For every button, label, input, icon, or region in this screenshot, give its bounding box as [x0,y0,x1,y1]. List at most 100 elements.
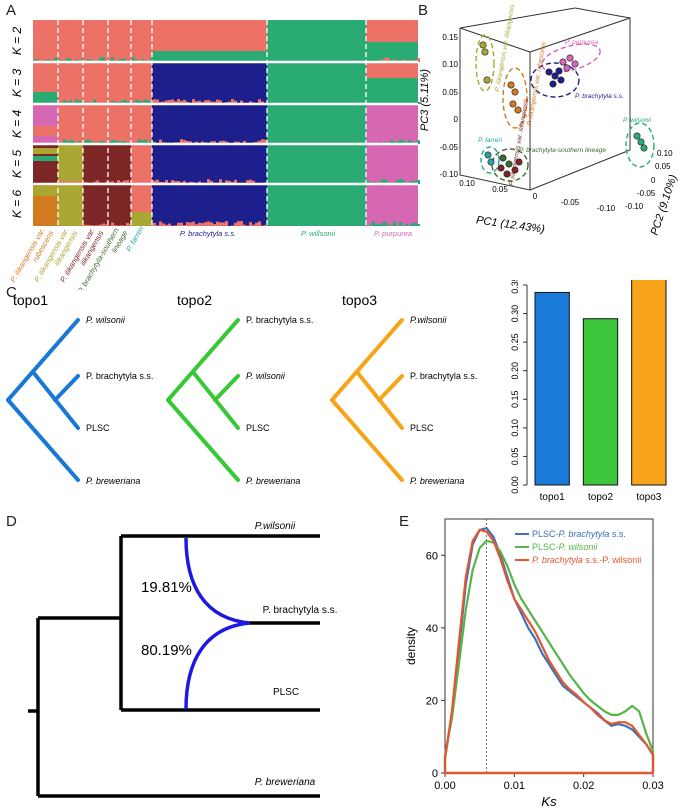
admixture-segment [285,141,288,144]
bar-y-tick-label: 0.00 [510,476,520,494]
admixture-segment [33,126,58,136]
admixture-segment [417,140,420,144]
admixture-segment [366,78,418,104]
admixture-segment [288,101,291,104]
group-label: P. brachytyla s.s. [180,229,236,238]
admixture-segment [312,139,315,144]
cluster-ellipse-brachytyla [530,62,580,98]
admixture-segment [321,140,324,144]
cluster-label: P. farreri [478,137,503,144]
admixture-segment [318,57,321,62]
pca-point [514,106,522,114]
admixture-segment [342,181,345,184]
cluster-label: P. wilsonii [623,117,652,124]
admixture-segment [66,140,69,144]
bar-category-label: topo3 [636,492,661,503]
bar-topo2 [582,318,619,486]
topo2-tree [166,318,240,482]
admixture-segment [132,57,135,62]
introgression-edges [184,537,251,710]
admixture-segment [58,200,83,226]
admixture-segment [153,222,156,226]
admixture-segment [201,223,204,226]
admixture-segment [234,100,237,104]
bar-y-tick-label: 0.30 [510,305,520,323]
admixture-segment [402,180,405,184]
admixture-segment [282,221,285,226]
admixture-segment [393,221,396,226]
admixture-segment [33,156,58,161]
admixture-segment [336,181,339,184]
admixture-segment [58,20,83,62]
admixture-segment [273,225,276,226]
admixture-segment [375,224,378,226]
density-series-0 [443,526,655,773]
admixture-segment [318,179,321,184]
admixture-segment [105,224,108,226]
admixture-segment [387,57,390,62]
admixture-segment [165,100,168,104]
admixture-segment [153,180,156,184]
admixture-segment [357,58,360,62]
admixture-segment [108,184,131,226]
admixture-segment [102,57,105,62]
admixture-segment [381,59,384,62]
admixture-segment [126,223,129,226]
admixture-segment [83,62,108,104]
admixture-segment [123,99,126,104]
admixture-segment [351,141,354,144]
admixture-segment [72,140,75,144]
admixture-segment [153,99,156,104]
admixture-segment [83,104,108,144]
pca-point [507,81,515,89]
admixture-segment [33,148,58,154]
admixture-segment [120,141,123,144]
admixture-segment [264,139,267,144]
admixture-segment [270,225,273,226]
admixture-segment [366,180,369,184]
admixture-segment [222,140,225,144]
admixture-segment [114,140,117,144]
tree-branch [53,374,80,402]
admixture-segment [210,141,213,144]
admixture-segment [309,59,312,62]
admixture-segment [348,141,351,144]
admixture-segment [58,104,83,144]
tree-branch [213,374,240,402]
admixture-segment [327,59,330,62]
admixture-segment [408,225,411,226]
panel-letter-c: C [6,284,17,301]
admixture-segment [231,99,234,104]
admixture-segment [131,62,152,104]
admixture-segment [240,100,243,104]
network-leaf: P. breweriana [255,777,316,788]
cluster-ellipse-rubescens [502,67,528,129]
cluster-label: P. purpurea [565,39,599,46]
admixture-segment [117,141,120,144]
admixture-segment [78,180,81,184]
admixture-segment [210,180,213,184]
pca-point [499,154,507,162]
admixture-segment [180,222,183,226]
cluster-label: P. brachytyla-southern lineage [519,147,606,154]
admixture-segment [273,100,276,104]
admixture-segment [69,100,72,104]
admixture-segment [54,57,57,62]
admixture-segment [411,180,414,184]
group-label: P. farreri [124,224,146,253]
admixture-segment [333,223,336,226]
topo-leaf: P. wilsonii [86,315,126,325]
admixture-segment [258,99,261,104]
admixture-segment [294,99,297,104]
admixture-segment [102,223,105,226]
topo-leaf: PLSC [246,423,270,433]
admixture-segment [207,179,210,184]
topo-leaf: P. breweriana [246,476,300,486]
pca-box-edge [459,7,576,29]
panel-letter-d: D [6,513,17,530]
admixture-segment [402,140,405,144]
admixture-segment [117,180,120,184]
admixture-segment [216,221,219,226]
admixture-segment [186,140,189,144]
admixture-segment [219,141,222,144]
